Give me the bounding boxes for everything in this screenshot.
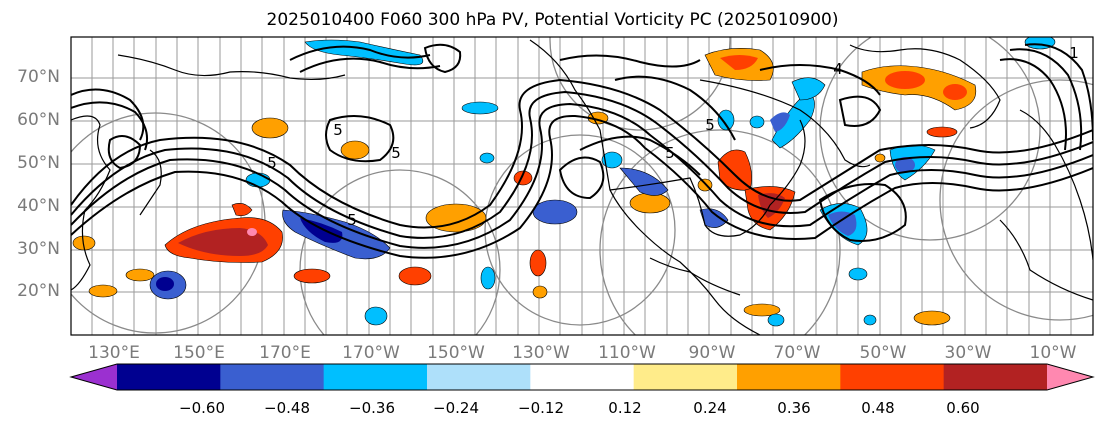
contour-label: 1 xyxy=(1069,44,1079,62)
pv-contours xyxy=(71,43,1093,259)
colorbar-tick: −0.12 xyxy=(518,399,564,417)
lon-label: 130°W xyxy=(512,343,570,363)
map-title: 2025010400 F060 300 hPa PV, Potential Vo… xyxy=(266,10,839,30)
contour-label: 5 xyxy=(665,144,675,162)
lon-label: 10°W xyxy=(1029,343,1077,363)
colorbar-segment xyxy=(840,364,945,390)
contour-label: 4 xyxy=(833,60,843,78)
contour-label: 5 xyxy=(267,154,277,172)
lat-label-40n: 40°N xyxy=(17,196,60,216)
colorbar-tick: 0.36 xyxy=(777,399,811,417)
colorbar-tick: 0.12 xyxy=(608,399,642,417)
colorbar-segment xyxy=(737,364,841,390)
pv-anomaly-shading xyxy=(72,37,1056,327)
colorbar-tick: 0.24 xyxy=(693,399,727,417)
colorbar-segment xyxy=(633,364,738,390)
colorbar-extend-low xyxy=(71,364,117,390)
colorbar-segment xyxy=(427,364,531,390)
range-circles xyxy=(71,37,1093,335)
lon-label: 50°W xyxy=(859,343,907,363)
coastlines xyxy=(71,39,1093,335)
contour-label: 5 xyxy=(705,116,715,134)
colorbar-tick: −0.24 xyxy=(433,399,479,417)
colorbar-extend-high xyxy=(1047,364,1093,390)
lon-label: 170°W xyxy=(342,343,400,363)
lon-label: 130°E xyxy=(88,343,140,363)
colorbar-tick: 0.60 xyxy=(946,399,980,417)
lon-label: 70°W xyxy=(773,343,821,363)
lat-label-30n: 30°N xyxy=(17,239,60,259)
map-gridlines xyxy=(71,37,1093,335)
lat-label-50n: 50°N xyxy=(17,153,60,173)
colorbar-tick: 0.48 xyxy=(861,399,895,417)
contour-label: 5 xyxy=(347,211,357,229)
colorbar-segment xyxy=(117,364,221,390)
colorbar-tick: −0.60 xyxy=(179,399,225,417)
lon-label: 30°W xyxy=(944,343,992,363)
lon-label: 170°E xyxy=(259,343,311,363)
contour-label: 5 xyxy=(333,121,343,139)
colorbar-tick: −0.36 xyxy=(349,399,395,417)
pv-map: 5 5 5 5 4 1 5 5 xyxy=(70,36,1094,336)
contour-label: 5 xyxy=(391,144,401,162)
lat-label-20n: 20°N xyxy=(17,281,60,301)
colorbar-segment xyxy=(530,364,635,390)
lon-label: 150°E xyxy=(173,343,225,363)
contour-labels: 5 5 5 5 4 1 5 5 xyxy=(267,44,1079,229)
colorbar-tick: −0.48 xyxy=(264,399,310,417)
lon-label: 110°W xyxy=(598,343,656,363)
lon-label: 150°W xyxy=(427,343,485,363)
colorbar-segment xyxy=(323,364,428,390)
lon-label: 90°W xyxy=(688,343,736,363)
lat-label-60n: 60°N xyxy=(17,110,60,130)
lat-label-70n: 70°N xyxy=(17,67,60,87)
colorbar-segment xyxy=(943,364,1048,390)
colorbar-segment xyxy=(220,364,325,390)
